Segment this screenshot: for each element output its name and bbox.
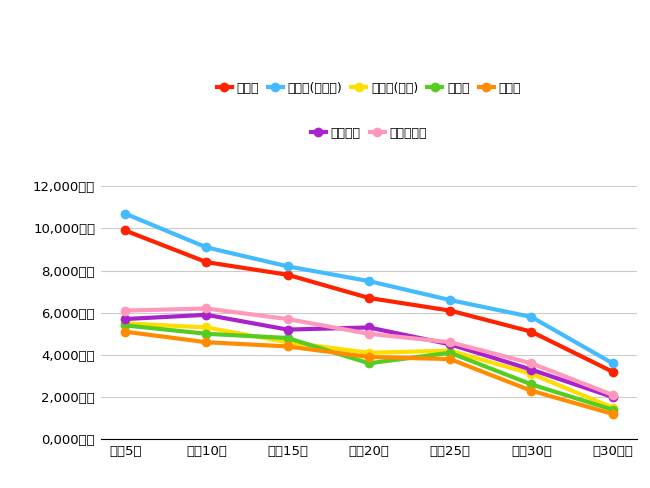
Line: 埼玉県: 埼玉県 xyxy=(121,321,617,414)
千葉県 xyxy=(203,339,211,345)
東京都(都区部) xyxy=(283,264,291,269)
東京都(多摩) xyxy=(528,371,536,377)
東京都(多摩) xyxy=(203,325,211,330)
埼玉県 xyxy=(608,407,616,413)
埼玉県 xyxy=(283,335,291,341)
横浜・川崎 xyxy=(365,331,373,337)
千葉県 xyxy=(528,388,536,394)
横浜・川崎 xyxy=(608,392,616,398)
Line: 横浜・川崎: 横浜・川崎 xyxy=(121,305,617,399)
横浜・川崎 xyxy=(528,360,536,366)
Line: 神奈川県: 神奈川県 xyxy=(121,311,617,401)
Line: 東京都: 東京都 xyxy=(121,226,617,376)
埼玉県 xyxy=(365,360,373,366)
神奈川県 xyxy=(121,316,129,322)
Legend: 神奈川県, 横浜・川崎: 神奈川県, 横浜・川崎 xyxy=(311,126,427,140)
東京都(都区部) xyxy=(203,244,211,250)
東京都 xyxy=(608,369,616,375)
神奈川県 xyxy=(283,326,291,332)
東京都(都区部) xyxy=(365,278,373,284)
東京都(多摩) xyxy=(121,320,129,326)
東京都(都区部) xyxy=(608,360,616,366)
東京都 xyxy=(121,227,129,233)
東京都 xyxy=(283,272,291,278)
千葉県 xyxy=(283,344,291,349)
東京都(多摩) xyxy=(283,339,291,345)
東京都(多摩) xyxy=(608,405,616,410)
東京都(多摩) xyxy=(446,348,454,354)
横浜・川崎 xyxy=(203,305,211,311)
埼玉県 xyxy=(121,323,129,328)
東京都(都区部) xyxy=(446,297,454,303)
Line: 東京都(多摩): 東京都(多摩) xyxy=(121,319,617,412)
東京都 xyxy=(446,307,454,313)
東京都(多摩) xyxy=(365,350,373,356)
神奈川県 xyxy=(528,366,536,372)
千葉県 xyxy=(121,329,129,335)
埼玉県 xyxy=(203,331,211,337)
神奈川県 xyxy=(365,325,373,330)
埼玉県 xyxy=(528,382,536,387)
Line: 東京都(都区部): 東京都(都区部) xyxy=(121,209,617,367)
埼玉県 xyxy=(446,350,454,356)
横浜・川崎 xyxy=(446,339,454,345)
神奈川県 xyxy=(203,312,211,318)
東京都 xyxy=(528,329,536,335)
Text: マンションの売却価格相場: マンションの売却価格相場 xyxy=(226,18,424,46)
横浜・川崎 xyxy=(121,307,129,313)
東京都 xyxy=(365,295,373,301)
神奈川県 xyxy=(608,394,616,400)
東京都 xyxy=(203,259,211,265)
横浜・川崎 xyxy=(283,316,291,322)
東京都(都区部) xyxy=(528,314,536,320)
千葉県 xyxy=(365,354,373,360)
千葉県 xyxy=(608,411,616,417)
東京都(都区部) xyxy=(121,211,129,217)
千葉県 xyxy=(446,356,454,362)
Line: 千葉県: 千葉県 xyxy=(121,327,617,418)
神奈川県 xyxy=(446,342,454,347)
